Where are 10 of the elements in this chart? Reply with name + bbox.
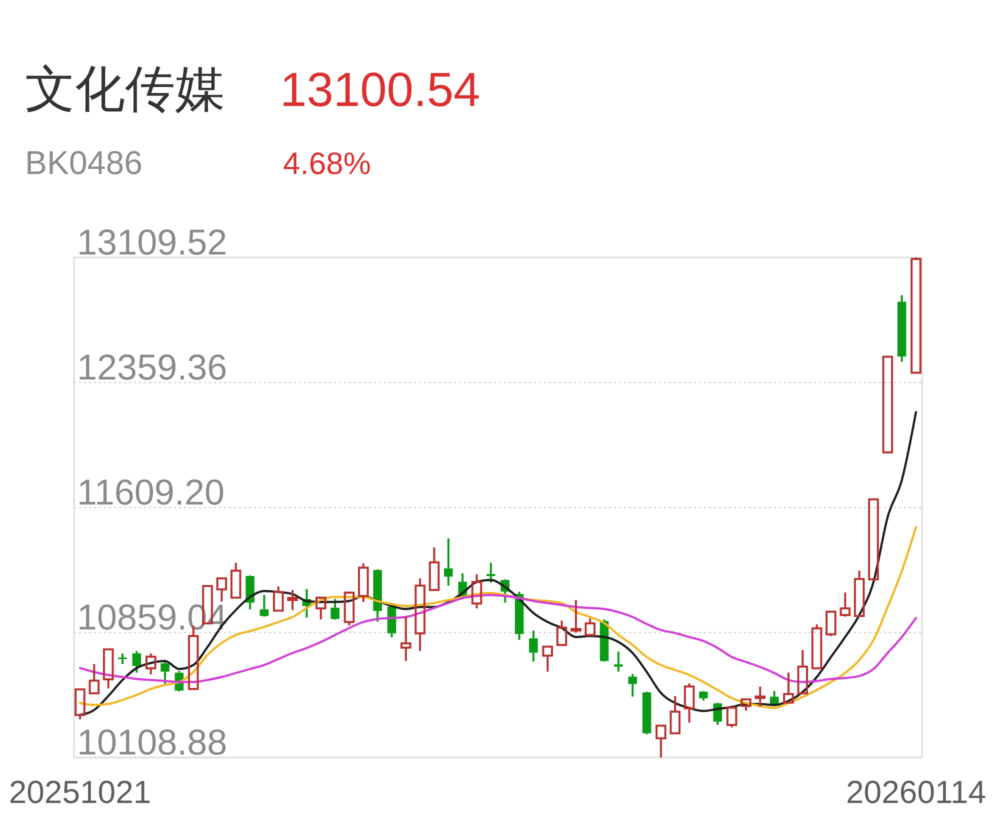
y-tick-label: 13109.52 <box>77 222 228 262</box>
y-tick-label: 10108.88 <box>77 722 228 762</box>
x-tick-label: 20260114 <box>846 774 986 810</box>
text: 13100.54 <box>280 64 480 117</box>
chart-subtitle: BK0486 <box>25 144 142 181</box>
chart-title: 文化传媒 <box>25 61 225 117</box>
y-tick-label: 11609.20 <box>77 472 224 512</box>
text: 4.68% <box>283 146 371 181</box>
y-tick-label: 12359.36 <box>77 346 228 388</box>
x-tick-label: 20251021 <box>8 774 152 810</box>
